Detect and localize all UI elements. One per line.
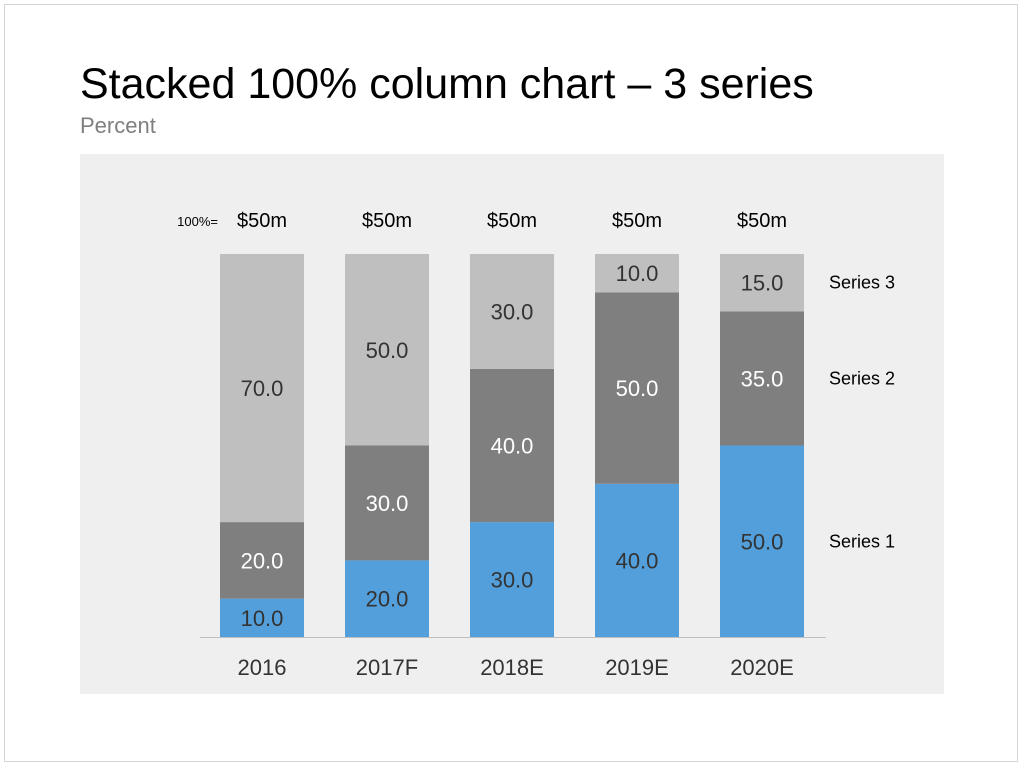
- total-label: $50m: [487, 210, 537, 232]
- data-label: 20.0: [241, 548, 284, 573]
- bar-segment: [220, 522, 304, 599]
- legend-label: Series 1: [829, 531, 895, 551]
- bar-segment: [595, 483, 679, 637]
- bar-segment: [720, 445, 804, 637]
- data-label: 30.0: [491, 568, 534, 593]
- total-label: $50m: [612, 210, 662, 232]
- data-label: 40.0: [491, 434, 534, 459]
- legend-label: Series 2: [829, 368, 895, 388]
- data-label: 15.0: [741, 271, 784, 296]
- data-label: 50.0: [741, 529, 784, 554]
- category-label: 2020E: [730, 655, 794, 680]
- chart-title: Stacked 100% column chart – 3 series: [80, 60, 814, 108]
- bar-segment: [595, 254, 679, 293]
- data-label: 10.0: [616, 261, 659, 286]
- data-label: 50.0: [366, 338, 409, 363]
- bar-segment: [220, 598, 304, 637]
- bar-segment: [345, 560, 429, 637]
- category-label: 2016: [238, 655, 287, 680]
- bar-segment: [720, 254, 804, 312]
- bar-segment: [345, 445, 429, 561]
- data-label: 70.0: [241, 376, 284, 401]
- category-label: 2017F: [356, 655, 418, 680]
- category-label: 2019E: [605, 655, 669, 680]
- data-label: 30.0: [366, 491, 409, 516]
- legend-label: Series 3: [829, 273, 895, 293]
- bar-segment: [345, 254, 429, 446]
- data-label: 40.0: [616, 548, 659, 573]
- bar-segment: [470, 522, 554, 637]
- category-label: 2018E: [480, 655, 544, 680]
- data-label: 35.0: [741, 366, 784, 391]
- data-label: 30.0: [491, 299, 534, 324]
- total-label: $50m: [362, 210, 412, 232]
- data-label: 10.0: [241, 606, 284, 631]
- total-label: $50m: [737, 210, 787, 232]
- bar-segment: [595, 292, 679, 484]
- bar-segment: [220, 254, 304, 523]
- data-label: 50.0: [616, 376, 659, 401]
- totals-label: 100%=: [177, 214, 218, 229]
- chart-subtitle: Percent: [80, 113, 156, 138]
- bar-segment: [470, 368, 554, 523]
- total-label: $50m: [237, 210, 287, 232]
- data-label: 20.0: [366, 587, 409, 612]
- bar-segment: [470, 254, 554, 369]
- bar-segment: [720, 311, 804, 446]
